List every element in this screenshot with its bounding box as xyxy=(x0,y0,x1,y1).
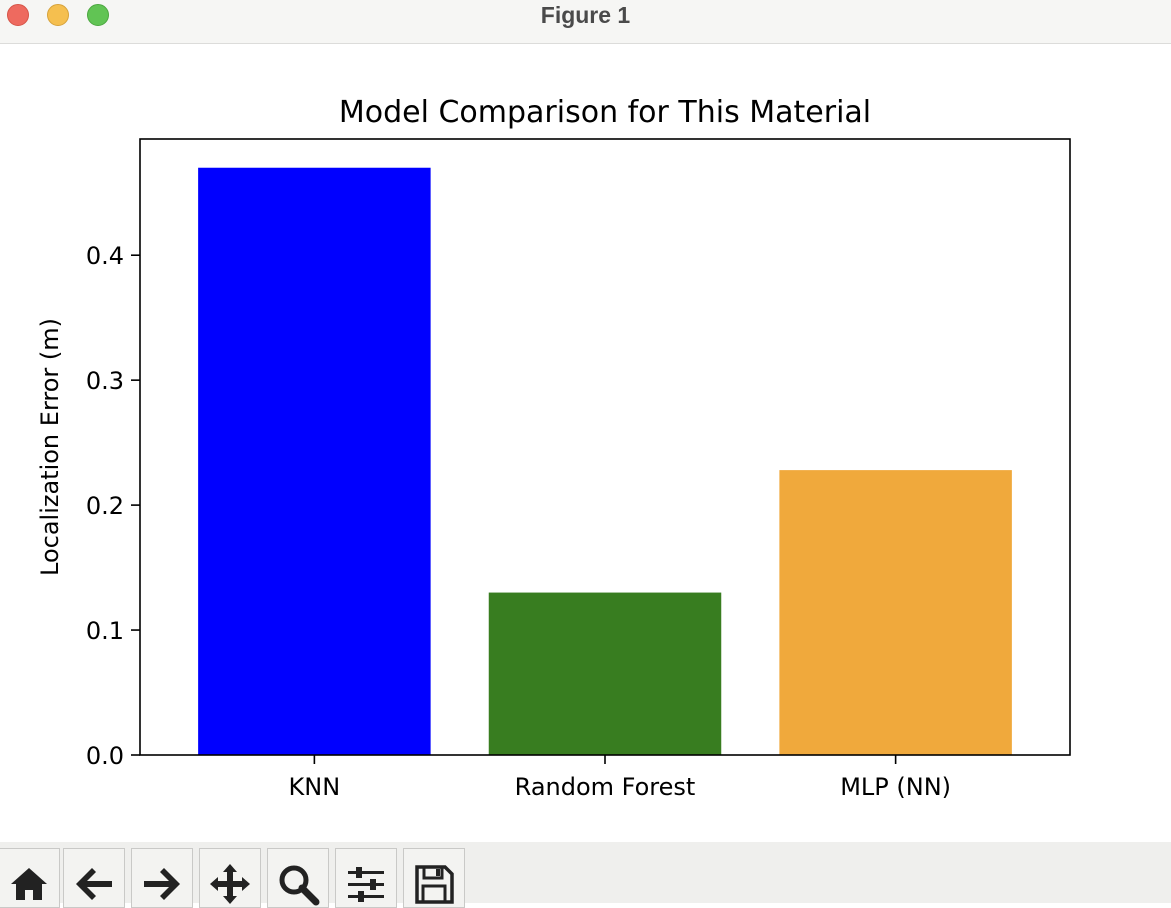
y-tick-label: 0.4 xyxy=(86,242,124,270)
bar-mlp-nn xyxy=(779,470,1012,755)
minimize-window-button[interactable] xyxy=(47,4,69,26)
chart-title: Model Comparison for This Material xyxy=(339,95,871,130)
forward-button[interactable] xyxy=(131,848,193,908)
back-arrow-icon xyxy=(76,868,112,900)
y-ticks-group: 0.0 0.1 0.2 0.3 0.4 xyxy=(86,242,140,770)
zoom-magnifier-icon xyxy=(279,865,320,906)
bars-group xyxy=(198,167,1012,755)
figure-canvas: Model Comparison for This Material Local… xyxy=(36,95,1071,801)
configure-subplots-button[interactable] xyxy=(335,848,397,908)
y-tick-label: 0.0 xyxy=(86,742,124,770)
maximize-window-button[interactable] xyxy=(87,4,109,26)
bar-knn xyxy=(198,167,431,755)
x-tick-label: MLP (NN) xyxy=(840,773,951,801)
x-ticks-group: KNN Random Forest MLP (NN) xyxy=(289,755,951,801)
y-axis-label: Localization Error (m) xyxy=(36,318,64,576)
configure-subplots-icon xyxy=(348,867,384,902)
pan-move-icon xyxy=(210,864,250,904)
y-tick-label: 0.1 xyxy=(86,617,124,645)
x-tick-label: Random Forest xyxy=(515,773,696,801)
window-titlebar: Figure 1 xyxy=(0,0,1171,44)
back-button[interactable] xyxy=(63,848,125,908)
bar-random-forest xyxy=(488,592,722,755)
forward-arrow-icon xyxy=(144,868,180,900)
home-button[interactable] xyxy=(0,848,60,908)
plot-frame xyxy=(139,138,1071,756)
close-window-button[interactable] xyxy=(7,4,29,26)
window-title: Figure 1 xyxy=(540,2,631,28)
zoom-button[interactable] xyxy=(267,848,329,908)
x-tick-label: KNN xyxy=(289,773,341,801)
figure-toolbar xyxy=(0,842,1171,908)
y-tick-label: 0.2 xyxy=(86,492,124,520)
home-icon xyxy=(11,868,47,900)
y-tick-label: 0.3 xyxy=(86,367,124,395)
save-floppy-icon xyxy=(415,865,454,904)
pan-button[interactable] xyxy=(199,848,261,908)
save-button[interactable] xyxy=(403,848,465,908)
